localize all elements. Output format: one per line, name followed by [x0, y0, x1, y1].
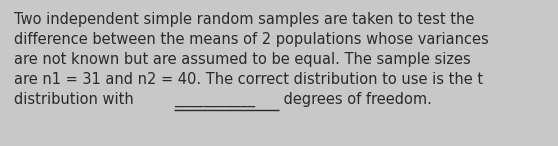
Text: ___________: ___________	[175, 92, 256, 107]
Text: are n1 = 31 and n2 = 40. The correct distribution to use is the t: are n1 = 31 and n2 = 40. The correct dis…	[14, 72, 483, 87]
Text: difference between the means of 2 populations whose variances: difference between the means of 2 popula…	[14, 32, 489, 47]
Text: Two independent simple random samples are taken to test the: Two independent simple random samples ar…	[14, 12, 474, 27]
Text: are not known but are assumed to be equal. The sample sizes: are not known but are assumed to be equa…	[14, 52, 471, 67]
Text: distribution with: distribution with	[14, 92, 138, 107]
Text: degrees of freedom.: degrees of freedom.	[279, 92, 432, 107]
